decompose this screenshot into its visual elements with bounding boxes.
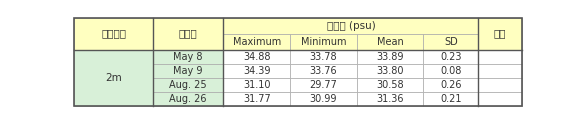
Text: 29.77: 29.77 (309, 80, 338, 90)
Text: May 8: May 8 (173, 52, 203, 62)
Text: 관측일: 관측일 (179, 29, 197, 39)
Bar (478, 50, 522, 64)
Bar (290, 64, 357, 78)
Bar (223, 64, 290, 78)
Bar (424, 34, 478, 50)
Text: 0.08: 0.08 (440, 66, 462, 76)
Bar (74, 18, 153, 50)
Bar (424, 64, 478, 78)
Bar (357, 50, 424, 64)
Text: 0.21: 0.21 (440, 94, 462, 104)
Bar (74, 50, 153, 106)
Bar (223, 18, 478, 34)
Text: 31.36: 31.36 (376, 94, 404, 104)
Bar (290, 50, 357, 64)
Bar (290, 78, 357, 92)
Bar (357, 64, 424, 78)
Bar (223, 92, 290, 106)
Bar (223, 50, 290, 64)
Text: Maximum: Maximum (233, 37, 281, 47)
Text: 30.99: 30.99 (310, 94, 337, 104)
Bar (290, 34, 357, 50)
Text: 관측수층: 관측수층 (101, 29, 126, 39)
Text: 비고: 비고 (494, 29, 506, 39)
Text: 2m: 2m (105, 73, 122, 83)
Bar (153, 78, 223, 92)
Text: 33.80: 33.80 (376, 66, 404, 76)
Bar (153, 18, 223, 50)
Text: 측정값 (psu): 측정값 (psu) (327, 21, 375, 31)
Bar (478, 78, 522, 92)
Text: Aug. 25: Aug. 25 (169, 80, 207, 90)
Bar (424, 92, 478, 106)
Bar (357, 34, 424, 50)
Text: 34.88: 34.88 (243, 52, 271, 62)
Bar (153, 64, 223, 78)
Bar (424, 78, 478, 92)
Text: 33.78: 33.78 (310, 52, 338, 62)
Bar (478, 92, 522, 106)
Text: 0.26: 0.26 (440, 80, 462, 90)
Text: Minimum: Minimum (301, 37, 346, 47)
Bar (223, 78, 290, 92)
Text: 33.76: 33.76 (310, 66, 338, 76)
Text: 0.23: 0.23 (440, 52, 462, 62)
Text: 33.89: 33.89 (376, 52, 404, 62)
Text: 34.39: 34.39 (243, 66, 271, 76)
Bar (357, 92, 424, 106)
Text: Mean: Mean (377, 37, 403, 47)
Text: 31.10: 31.10 (243, 80, 271, 90)
Bar (223, 34, 290, 50)
Bar (424, 50, 478, 64)
Bar (478, 18, 522, 50)
Text: 31.77: 31.77 (243, 94, 271, 104)
Bar (153, 92, 223, 106)
Bar (357, 78, 424, 92)
Text: 30.58: 30.58 (376, 80, 404, 90)
Bar (478, 64, 522, 78)
Bar (153, 50, 223, 64)
Bar (290, 92, 357, 106)
Text: Aug. 26: Aug. 26 (170, 94, 207, 104)
Text: May 9: May 9 (173, 66, 203, 76)
Text: SD: SD (444, 37, 458, 47)
